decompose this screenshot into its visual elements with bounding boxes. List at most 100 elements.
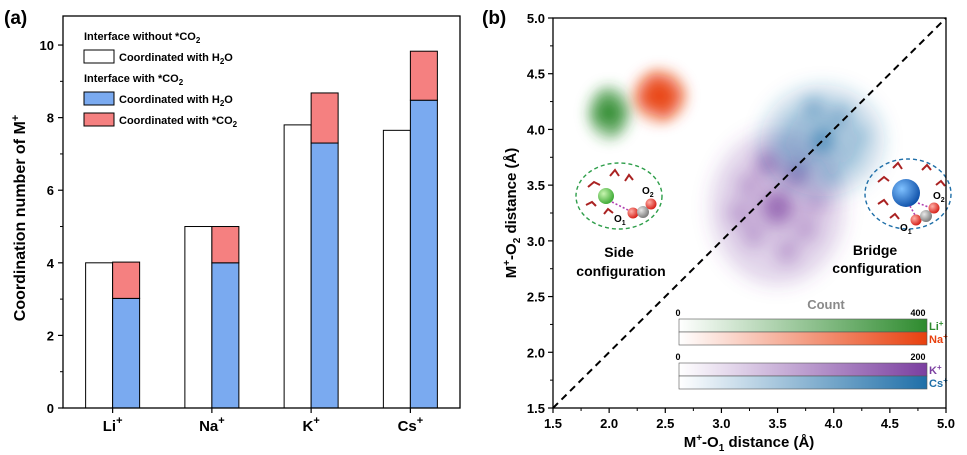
y-tick-label-b-2: 2.5 — [527, 290, 545, 305]
x-tick-label-b-0: 1.5 — [544, 416, 562, 431]
y-tick-label-b-4: 3.5 — [527, 178, 545, 193]
panel-b-label: (b) — [482, 8, 506, 29]
bridge-inset: O2 O1 — [864, 158, 952, 236]
density-cell-2-5 — [773, 236, 801, 267]
x-tick-label-b-7: 5.0 — [937, 416, 955, 431]
legend-header-without: Interface without *CO2 — [84, 31, 201, 45]
bridge-carbon-atom — [920, 210, 932, 222]
side-inset: O2 O1 — [575, 162, 663, 230]
bar-without-co2-0 — [85, 262, 114, 409]
colorbar-na-label: Na+ — [929, 332, 948, 346]
density-cell-0-4 — [592, 96, 607, 113]
y-tick-label-a-5: 10 — [40, 38, 54, 53]
legend: Interface without *CO2 Coordinated with … — [83, 31, 238, 129]
density-cell-3-8 — [776, 131, 800, 157]
legend-header-with: Interface with *CO2 — [84, 73, 184, 87]
x-tick-label-a-1: Na+ — [199, 415, 225, 435]
colorbar-li — [678, 318, 928, 333]
bar-with-co2-co2-0 — [112, 261, 141, 299]
bar-with-co2-h2o-2 — [310, 142, 339, 409]
density-cell-1-6 — [646, 70, 665, 91]
legend-swatch-white — [83, 49, 115, 64]
side-carbon-atom — [637, 206, 649, 218]
density-cell-2-1 — [792, 214, 820, 245]
density-cell-3-5 — [819, 159, 843, 185]
y-tick-label-a-3: 6 — [47, 183, 54, 198]
bar-without-co2-2 — [283, 124, 312, 409]
ylabel-sup: + — [10, 115, 22, 121]
y-tick-label-a-1: 2 — [47, 328, 54, 343]
x-tick-label-b-2: 2.5 — [656, 416, 674, 431]
panel-a-ylabel: Coordination number of M+ — [10, 115, 29, 321]
bar-without-co2-3 — [382, 129, 411, 409]
legend-swatch-red — [83, 112, 115, 127]
colorbar-cs-label: Cs+ — [929, 376, 948, 390]
y-tick-label-b-0: 1.5 — [527, 401, 545, 416]
density-cell-2-8 — [726, 197, 754, 228]
diagonal-line — [552, 17, 947, 409]
bridge-water-molecules — [877, 161, 946, 220]
svg-text:M+-O2 distance (Å): M+-O2 distance (Å) — [502, 148, 523, 279]
y-tick-label-b-5: 4.0 — [527, 122, 545, 137]
x-tick-label-b-5: 4.0 — [825, 416, 843, 431]
li-ion — [598, 188, 614, 204]
y-tick-label-a-4: 8 — [47, 111, 54, 126]
cs-ion — [892, 179, 920, 207]
bridge-o1-atom — [910, 214, 922, 226]
bar-without-co2-1 — [184, 226, 213, 409]
bar-with-co2-co2-1 — [211, 226, 240, 264]
bridge-o1-label: O1 — [900, 223, 912, 236]
bar-with-co2-co2-2 — [310, 92, 339, 144]
colorbar2-max: 200 — [910, 352, 925, 362]
panel-a-label: (a) — [4, 8, 27, 29]
density-li — [586, 84, 632, 141]
bar-with-co2-h2o-3 — [409, 99, 438, 409]
density-cell-1-8 — [634, 87, 653, 108]
density-cell-0-7 — [614, 102, 629, 119]
bridge-inset-circle — [864, 158, 952, 230]
density-cell-3-0 — [805, 121, 840, 160]
density-cell-0-2 — [594, 114, 609, 131]
side-inset-circle — [575, 162, 663, 230]
density-cell-0-6 — [598, 89, 614, 106]
density-cell-3-1 — [837, 143, 860, 169]
side-o1-atom — [627, 207, 639, 219]
side-o2-atom — [645, 198, 657, 210]
panel-b-xlabel: M+-O1 distance (Å) — [684, 433, 815, 454]
panel-b-ylabel: M+-O2 distance (Å) — [502, 148, 523, 279]
colorbar-na — [678, 331, 928, 346]
colorbar2-min: 0 — [675, 352, 680, 362]
side-o1-label: O1 — [614, 214, 626, 227]
density-cell-1-3 — [658, 74, 677, 95]
bridge-o2-label: O2 — [933, 191, 945, 204]
y-tick-label-b-6: 4.5 — [527, 67, 545, 82]
density-cs — [760, 84, 885, 197]
density-na — [631, 68, 688, 124]
colorbar-k-label: K+ — [929, 363, 942, 377]
y-tick-label-a-2: 4 — [47, 256, 55, 271]
density-cell-2-2 — [740, 219, 768, 250]
svg-text:Coordination number of M+: Coordination number of M+ — [10, 115, 29, 321]
x-tick-label-a-2: K+ — [302, 415, 319, 435]
colorbar-k — [678, 362, 928, 377]
count-title: Count — [807, 297, 845, 312]
density-cell-3-4 — [785, 112, 808, 138]
colorbar1-max: 400 — [910, 308, 925, 318]
x-tick-label-b-3: 3.0 — [712, 416, 730, 431]
legend-swatch-blue — [83, 91, 115, 106]
colorbar-cs — [678, 375, 928, 390]
colorbar1-min: 0 — [675, 308, 680, 318]
density-cell-3-3 — [828, 104, 852, 130]
side-annotation: Side configuration — [576, 244, 665, 279]
density-cell-0-5 — [605, 120, 620, 137]
x-tick-label-b-1: 2.0 — [600, 416, 618, 431]
y-tick-label-b-7: 5.0 — [527, 11, 545, 26]
bar-with-co2-h2o-1 — [211, 262, 240, 409]
x-tick-label-b-6: 4.5 — [881, 416, 899, 431]
side-water-molecules — [585, 168, 634, 215]
bar-with-co2-co2-3 — [409, 50, 438, 101]
bar-marks — [85, 50, 438, 409]
density-cell-3-6 — [802, 96, 826, 122]
side-o2-label: O2 — [642, 186, 654, 199]
x-tick-label-a-3: Cs+ — [398, 415, 424, 435]
